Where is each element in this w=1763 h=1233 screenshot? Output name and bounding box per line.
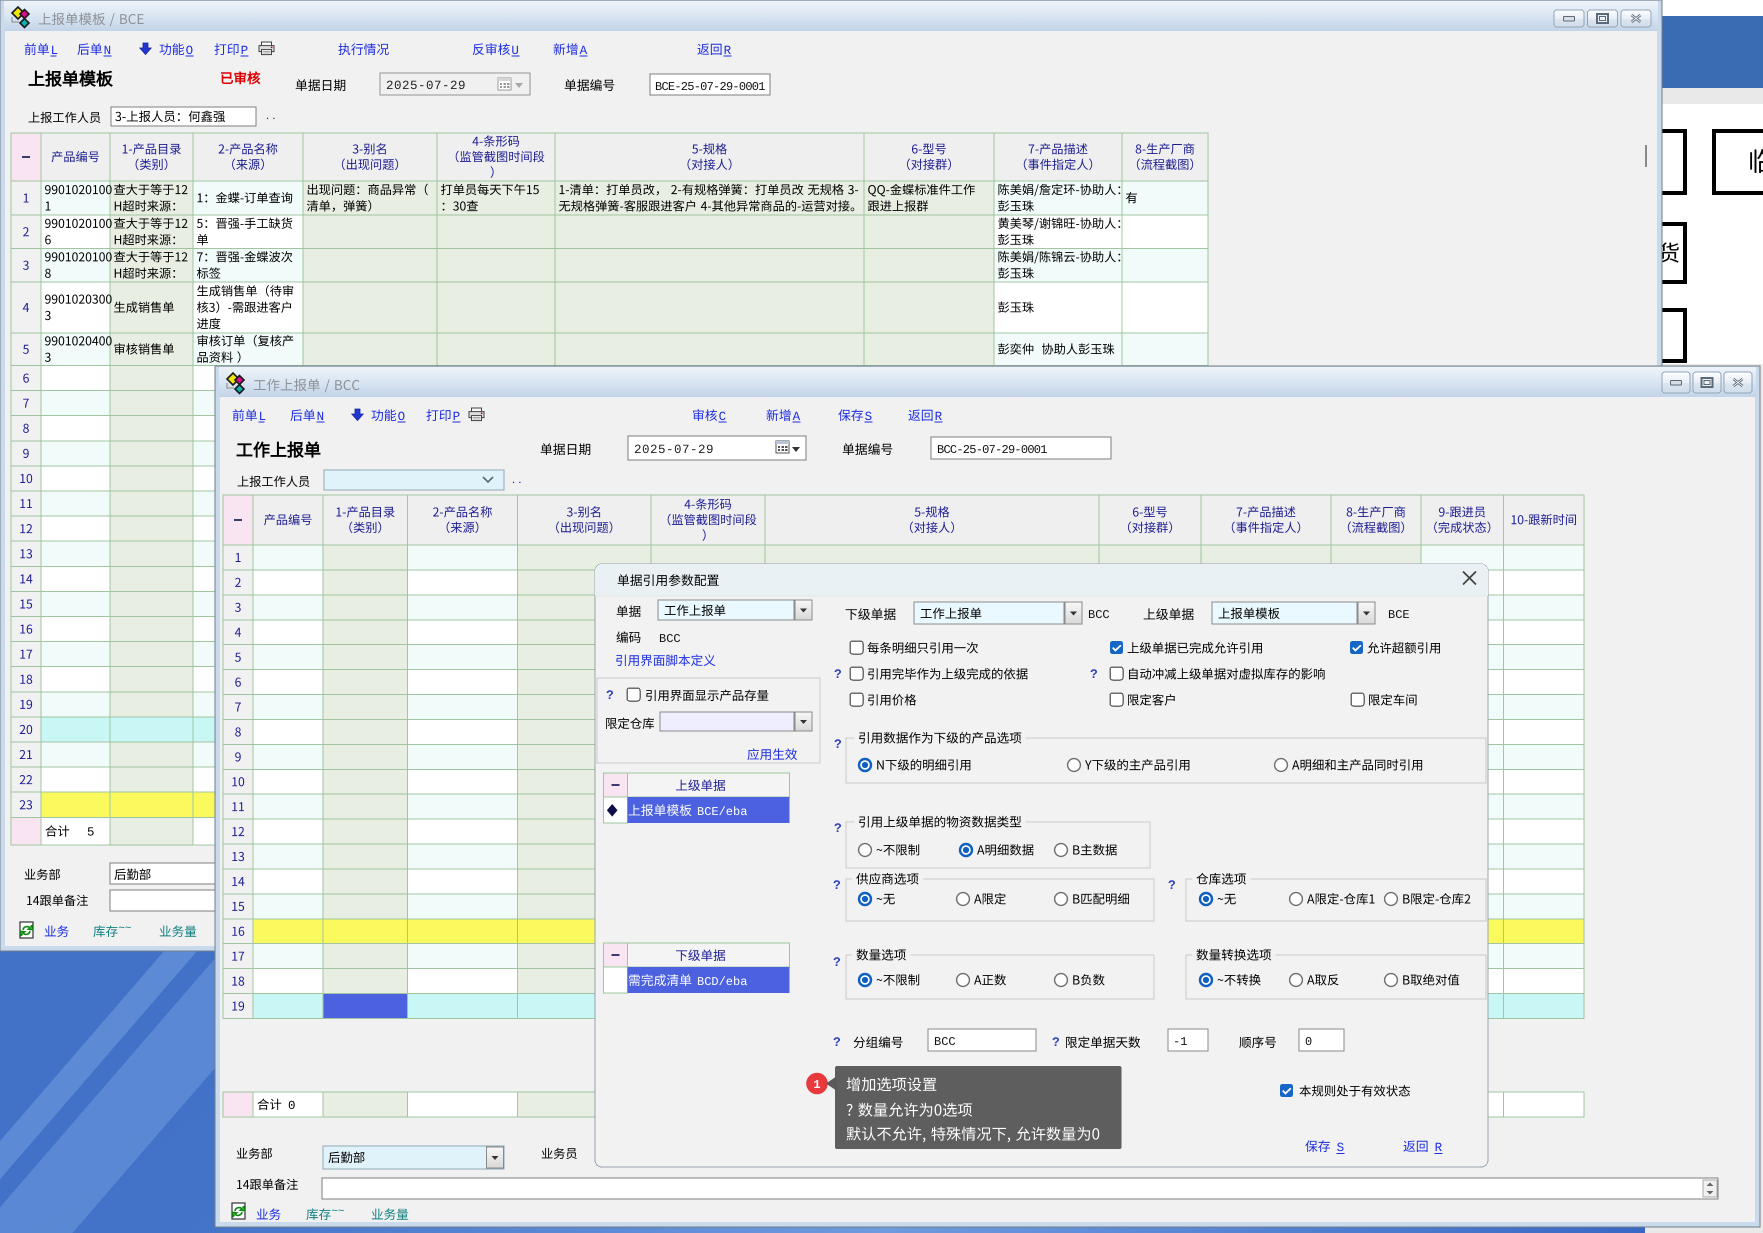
svg-text:?: ? <box>834 737 842 752</box>
svg-text:BCC: BCC <box>934 1035 956 1049</box>
svg-text:?: ? <box>834 821 842 836</box>
svg-text:?: ? <box>1168 878 1176 893</box>
svg-text:U: U <box>511 44 519 58</box>
svg-text:R: R <box>1435 1141 1443 1155</box>
svg-text:?: ? <box>834 667 842 682</box>
svg-text:2025-07-29: 2025-07-29 <box>386 79 466 93</box>
svg-text:~~: ~~ <box>331 1206 345 1218</box>
svg-text:5: 5 <box>87 826 94 840</box>
svg-text:R: R <box>935 410 943 424</box>
svg-text:-1: -1 <box>1173 1035 1187 1049</box>
svg-text:O: O <box>398 410 406 424</box>
svg-text:?: ? <box>833 1035 841 1050</box>
svg-text:A: A <box>580 44 588 58</box>
svg-text:BCC-25-07-29-0001: BCC-25-07-29-0001 <box>937 443 1047 457</box>
svg-text:S: S <box>865 410 873 424</box>
svg-text:?: ? <box>1052 1035 1060 1050</box>
svg-text:BCE-25-07-29-0001: BCE-25-07-29-0001 <box>655 80 765 94</box>
svg-text:A: A <box>793 410 801 424</box>
svg-text:?: ? <box>833 878 841 893</box>
svg-text:P: P <box>453 410 461 424</box>
svg-text:0: 0 <box>1305 1035 1312 1049</box>
svg-text:BCC: BCC <box>659 632 681 646</box>
svg-text:BCD/eba: BCD/eba <box>697 975 747 989</box>
svg-text:C: C <box>719 410 727 424</box>
svg-text:O: O <box>186 44 194 58</box>
svg-text:N: N <box>104 44 112 58</box>
svg-text:BCE: BCE <box>1388 608 1410 622</box>
svg-text:R: R <box>724 44 732 58</box>
svg-text:~~: ~~ <box>118 923 132 935</box>
svg-text:N: N <box>317 410 325 424</box>
svg-text:BCC: BCC <box>1088 608 1110 622</box>
svg-text:0: 0 <box>288 1099 295 1113</box>
svg-text:S: S <box>1337 1141 1345 1155</box>
svg-text:BCE/eba: BCE/eba <box>697 805 747 819</box>
svg-text:?: ? <box>833 955 841 970</box>
svg-text:2025-07-29: 2025-07-29 <box>634 443 714 457</box>
svg-text:?: ? <box>1090 667 1098 682</box>
svg-text:L: L <box>259 410 267 424</box>
svg-text:?: ? <box>606 688 614 703</box>
svg-text:1: 1 <box>813 1078 820 1092</box>
svg-text:L: L <box>51 44 59 58</box>
svg-text:P: P <box>241 44 249 58</box>
